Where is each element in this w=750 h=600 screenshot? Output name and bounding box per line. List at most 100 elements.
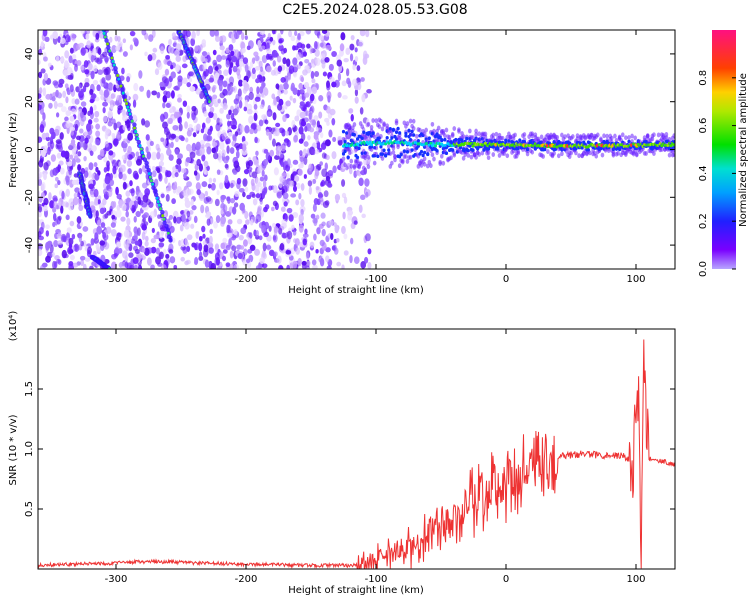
noise-speckle [87, 170, 92, 179]
band-halo [574, 150, 578, 156]
noise-speckle [105, 66, 111, 75]
noise-speckle [335, 237, 340, 243]
noise-speckle [305, 101, 309, 107]
noise-speckle [124, 152, 129, 160]
noise-speckle [141, 247, 146, 253]
track-core [110, 56, 114, 60]
noise-speckle [202, 240, 207, 246]
noise-speckle [222, 80, 228, 88]
noise-speckle [272, 200, 278, 207]
noise-speckle [238, 187, 245, 193]
noise-speckle [60, 205, 64, 214]
noise-speckle [62, 69, 69, 77]
noise-speckle [157, 147, 161, 153]
band-halo [502, 151, 506, 156]
noise-speckle [107, 188, 113, 198]
noise-speckle [316, 227, 321, 235]
noise-speckle [203, 160, 209, 168]
track-core [150, 179, 153, 183]
noise-speckle [367, 248, 372, 255]
noise-speckle [126, 262, 132, 269]
band-body [345, 131, 349, 135]
noise-speckle [286, 139, 291, 148]
noise-speckle [96, 225, 102, 235]
noise-speckle [195, 141, 201, 151]
band-halo [343, 162, 347, 168]
noise-speckle [163, 58, 169, 65]
noise-speckle [177, 75, 183, 83]
band-halo [652, 151, 656, 156]
noise-speckle [219, 45, 225, 51]
noise-speckle [161, 166, 166, 174]
noise-speckle [352, 64, 356, 71]
noise-speckle [173, 85, 179, 91]
noise-speckle [361, 213, 366, 219]
band-halo [365, 151, 369, 157]
noise-speckle [141, 30, 147, 36]
noise-speckle [101, 77, 106, 84]
noise-speckle [69, 254, 75, 261]
band-body [357, 146, 361, 151]
band-body [346, 155, 350, 160]
noise-speckle [68, 55, 73, 64]
noise-speckle [86, 123, 92, 132]
colorbar-tick-label: 0.8 [698, 70, 709, 86]
noise-speckle [128, 252, 134, 258]
band-halo [447, 134, 452, 140]
noise-speckle [302, 69, 308, 76]
noise-speckle [43, 161, 49, 171]
track-mark [88, 214, 93, 219]
noise-speckle [214, 198, 220, 207]
noise-speckle [363, 256, 369, 264]
band-halo [672, 152, 675, 158]
band-halo [474, 132, 478, 138]
band-halo [539, 134, 544, 140]
noise-speckle [58, 160, 64, 166]
noise-speckle [298, 192, 302, 200]
noise-speckle [59, 57, 65, 63]
noise-speckle [271, 206, 275, 212]
track-core [208, 100, 212, 104]
noise-speckle [58, 215, 62, 221]
noise-speckle [224, 163, 229, 169]
noise-speckle [304, 58, 310, 64]
noise-speckle [233, 229, 238, 236]
noise-speckle [226, 224, 231, 234]
noise-speckle [271, 138, 276, 147]
noise-speckle [292, 260, 297, 269]
band-halo [555, 134, 560, 140]
noise-speckle [49, 141, 55, 150]
band-halo [386, 143, 391, 149]
noise-speckle [111, 118, 116, 125]
band-body [343, 149, 347, 154]
noise-speckle [263, 87, 268, 93]
noise-speckle [325, 154, 330, 161]
noise-speckle [245, 161, 250, 170]
noise-speckle [299, 111, 306, 119]
noise-speckle [308, 186, 312, 195]
noise-speckle [300, 76, 304, 83]
noise-speckle [174, 148, 180, 156]
noise-speckle [68, 198, 75, 207]
band-halo [602, 133, 606, 139]
noise-speckle [237, 73, 242, 80]
noise-speckle [94, 110, 100, 118]
noise-speckle [102, 101, 109, 107]
noise-speckle [272, 235, 277, 241]
noise-speckle [259, 104, 265, 110]
noise-speckle [364, 178, 370, 187]
noise-speckle [250, 216, 257, 223]
noise-speckle [285, 180, 290, 189]
noise-speckle [229, 263, 235, 269]
noise-speckle [270, 69, 277, 76]
noise-speckle [111, 44, 117, 54]
noise-speckle [170, 71, 176, 79]
noise-speckle [299, 150, 303, 157]
noise-speckle [190, 198, 194, 207]
track-mark [168, 237, 173, 243]
track-core [147, 172, 151, 176]
band-halo [374, 118, 379, 124]
noise-speckle [302, 51, 307, 57]
band-halo [411, 118, 416, 124]
band-halo [347, 146, 352, 152]
